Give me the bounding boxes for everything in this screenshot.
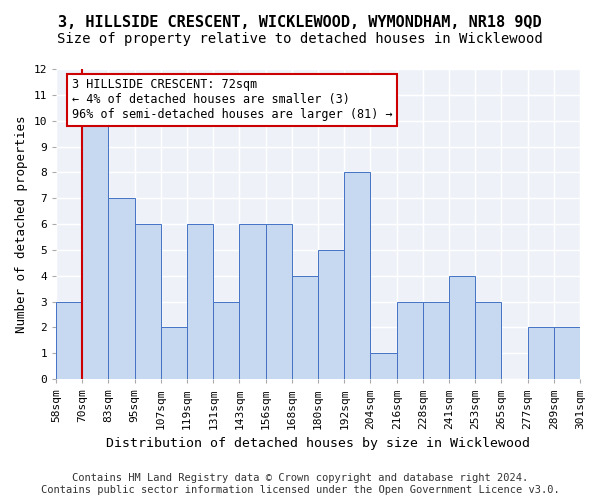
Text: Contains HM Land Registry data © Crown copyright and database right 2024.
Contai: Contains HM Land Registry data © Crown c…	[41, 474, 559, 495]
Text: Size of property relative to detached houses in Wicklewood: Size of property relative to detached ho…	[57, 32, 543, 46]
Bar	[292, 276, 318, 379]
Bar	[109, 198, 134, 379]
Bar	[370, 354, 397, 379]
Bar	[449, 276, 475, 379]
Bar	[344, 172, 370, 379]
Bar	[397, 302, 423, 379]
Bar	[213, 302, 239, 379]
Bar	[56, 302, 82, 379]
Bar	[266, 224, 292, 379]
Bar	[82, 120, 109, 379]
X-axis label: Distribution of detached houses by size in Wicklewood: Distribution of detached houses by size …	[106, 437, 530, 450]
Bar	[527, 328, 554, 379]
Bar	[239, 224, 266, 379]
Text: 3 HILLSIDE CRESCENT: 72sqm
← 4% of detached houses are smaller (3)
96% of semi-d: 3 HILLSIDE CRESCENT: 72sqm ← 4% of detac…	[72, 78, 392, 122]
Text: 3, HILLSIDE CRESCENT, WICKLEWOOD, WYMONDHAM, NR18 9QD: 3, HILLSIDE CRESCENT, WICKLEWOOD, WYMOND…	[58, 15, 542, 30]
Bar	[318, 250, 344, 379]
Bar	[475, 302, 502, 379]
Bar	[187, 224, 213, 379]
Bar	[134, 224, 161, 379]
Y-axis label: Number of detached properties: Number of detached properties	[15, 116, 28, 333]
Bar	[161, 328, 187, 379]
Bar	[554, 328, 580, 379]
Bar	[423, 302, 449, 379]
